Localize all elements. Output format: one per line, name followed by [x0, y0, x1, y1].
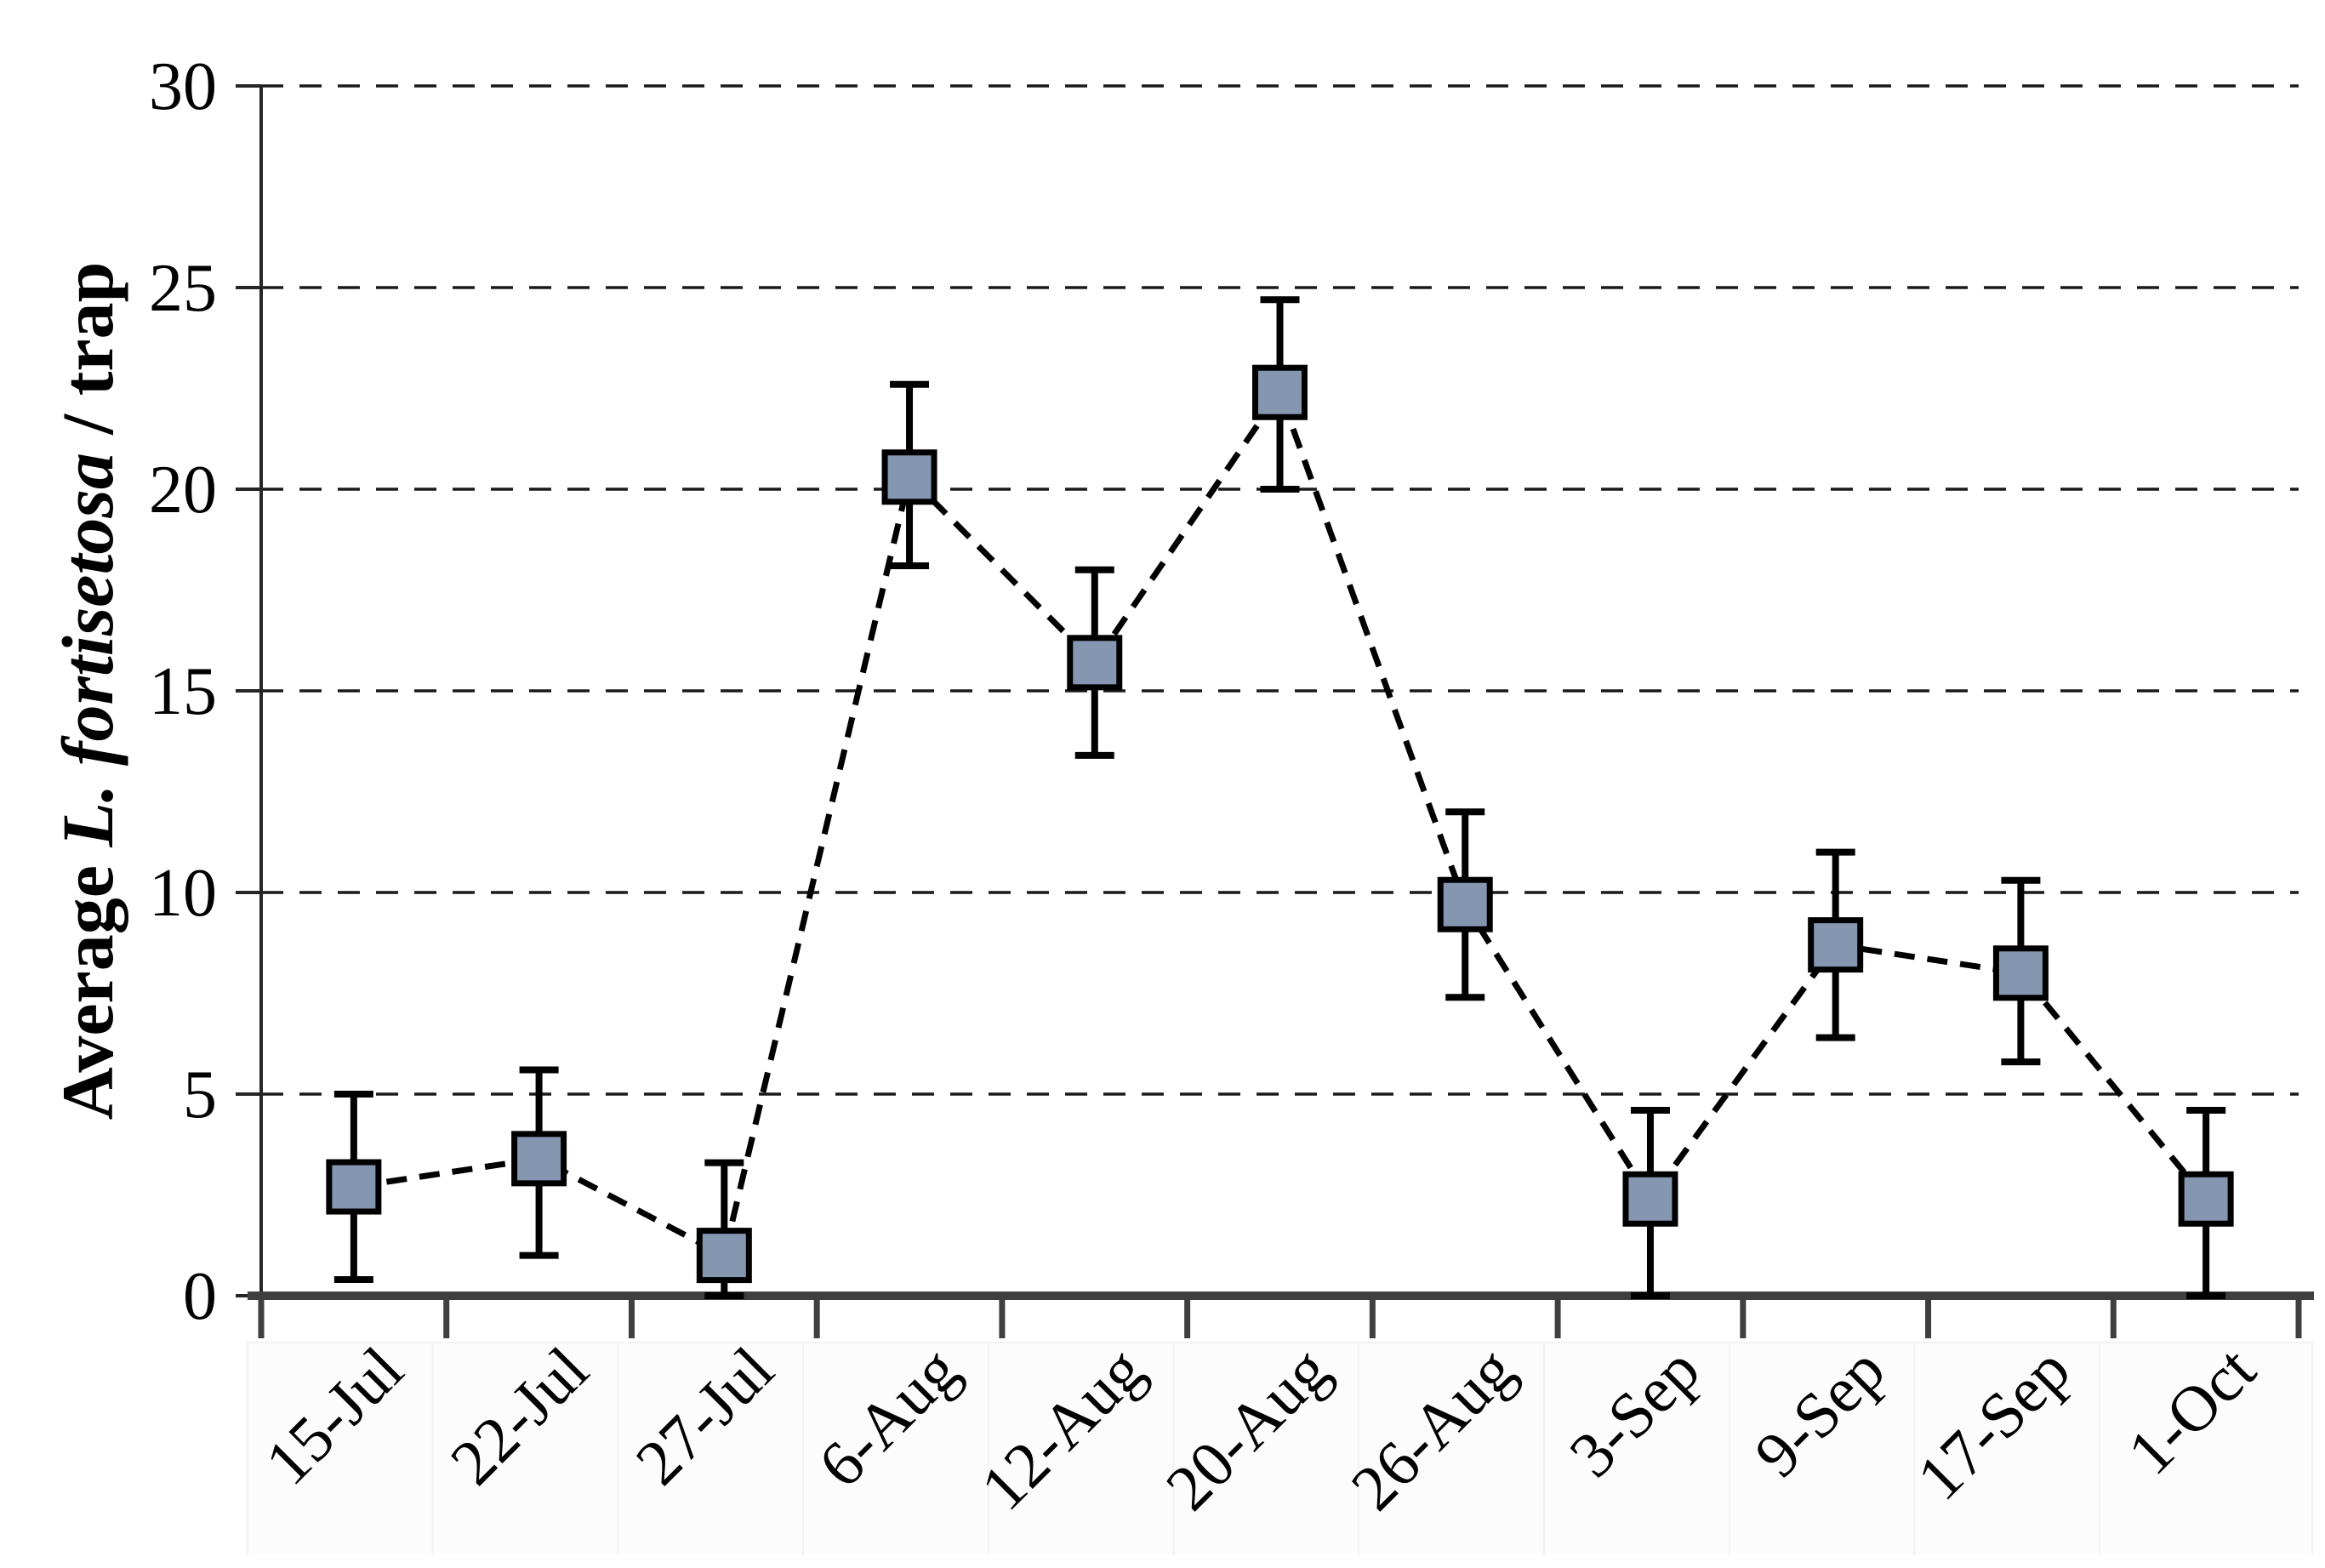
data-point-marker-20-Aug	[1256, 368, 1305, 417]
data-point-marker-27-Jul	[699, 1231, 749, 1280]
y-tick-label-0: 0	[183, 1259, 217, 1334]
data-point-marker-17-Sep	[1996, 949, 2045, 998]
data-point-marker-3-Sep	[1626, 1174, 1675, 1223]
data-point-marker-22-Jul	[515, 1134, 564, 1183]
y-tick-label-15: 15	[149, 654, 217, 729]
y-tick-label-25: 25	[149, 251, 217, 326]
y-tick-label-10: 10	[149, 856, 217, 931]
data-point-marker-15-Jul	[329, 1162, 379, 1212]
y-tick-label-20: 20	[149, 453, 217, 527]
data-point-marker-12-Aug	[1070, 638, 1120, 687]
data-point-marker-9-Sep	[1811, 921, 1861, 970]
y-axis-title: Average L. fortisetosa / trap	[47, 262, 128, 1120]
y-tick-label-5: 5	[183, 1058, 217, 1132]
chart-background	[34, 14, 2325, 1554]
data-point-marker-26-Aug	[1440, 880, 1490, 929]
data-point-marker-1-Oct	[2181, 1174, 2231, 1223]
y-tick-label-30: 30	[149, 49, 217, 124]
data-point-marker-6-Aug	[885, 453, 934, 502]
